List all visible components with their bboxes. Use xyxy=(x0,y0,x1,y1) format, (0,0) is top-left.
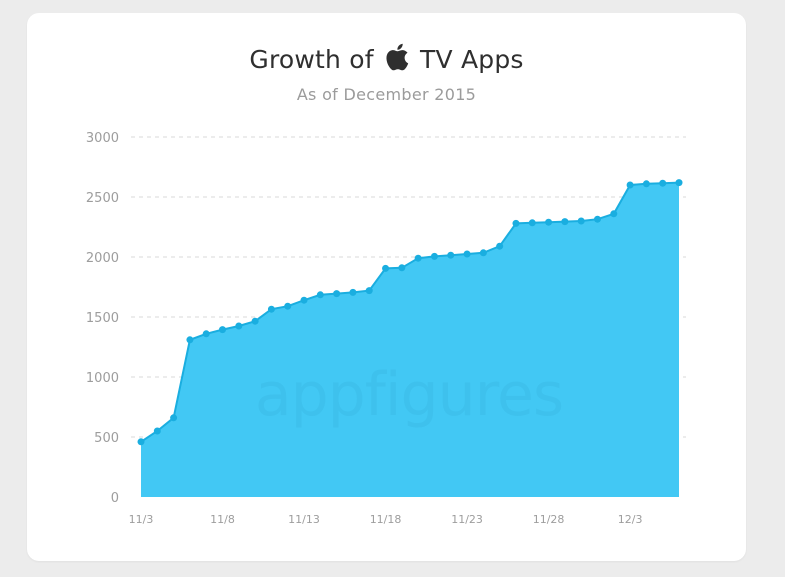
y-tick-label: 1500 xyxy=(86,311,119,326)
y-tick-label: 500 xyxy=(94,431,119,446)
series-area xyxy=(141,182,679,497)
apple-logo-icon xyxy=(386,43,409,71)
data-point xyxy=(430,252,438,260)
data-point xyxy=(447,251,455,259)
data-point xyxy=(170,414,178,422)
data-point xyxy=(561,218,569,226)
y-axis-ticks: 0 500 1000 1500 2000 2500 3000 xyxy=(86,131,119,506)
data-point xyxy=(398,264,406,272)
data-points xyxy=(137,179,683,446)
x-axis-ticks: 11/3 11/8 11/13 11/18 11/23 11/28 12/3 xyxy=(129,513,643,526)
data-point xyxy=(414,254,422,262)
data-point xyxy=(642,180,650,188)
data-point xyxy=(593,215,601,223)
x-tick-label: 11/3 xyxy=(129,513,154,526)
data-point xyxy=(659,179,667,187)
x-tick-label: 12/3 xyxy=(618,513,643,526)
data-point xyxy=(333,290,341,298)
data-point xyxy=(186,336,194,344)
x-tick-label: 11/8 xyxy=(210,513,235,526)
data-point xyxy=(463,250,471,258)
data-point xyxy=(349,288,357,296)
x-tick-label: 11/13 xyxy=(288,513,320,526)
title-suffix: TV Apps xyxy=(420,45,524,74)
data-point xyxy=(267,305,275,313)
data-point xyxy=(610,210,618,218)
y-tick-label: 1000 xyxy=(86,371,119,386)
data-point xyxy=(300,296,308,304)
data-point xyxy=(512,219,520,227)
data-point xyxy=(202,330,210,338)
data-point xyxy=(365,287,373,295)
data-point xyxy=(251,317,259,325)
data-point xyxy=(496,242,504,250)
chart-title: Growth of TV Apps xyxy=(27,43,746,74)
y-tick-label: 0 xyxy=(111,491,119,506)
data-point xyxy=(675,179,683,187)
data-point xyxy=(284,302,292,310)
chart-subtitle: As of December 2015 xyxy=(296,85,477,104)
data-point xyxy=(137,438,145,446)
data-point xyxy=(235,322,243,330)
title-prefix: Growth of xyxy=(249,45,374,74)
data-point xyxy=(626,181,634,189)
y-tick-label: 2500 xyxy=(86,191,119,206)
data-point xyxy=(545,218,553,226)
data-point xyxy=(479,249,487,257)
data-point xyxy=(153,427,161,435)
y-tick-label: 3000 xyxy=(86,131,119,146)
y-tick-label: 2000 xyxy=(86,251,119,266)
watermark-text: appfigures xyxy=(255,360,563,430)
data-point xyxy=(382,264,390,272)
series-line xyxy=(140,181,680,443)
x-tick-label: 11/28 xyxy=(533,513,565,526)
x-tick-label: 11/18 xyxy=(370,513,402,526)
x-tick-label: 11/23 xyxy=(451,513,483,526)
data-point xyxy=(219,326,227,334)
data-point xyxy=(577,217,585,225)
data-point xyxy=(528,219,536,227)
data-point xyxy=(316,291,324,299)
